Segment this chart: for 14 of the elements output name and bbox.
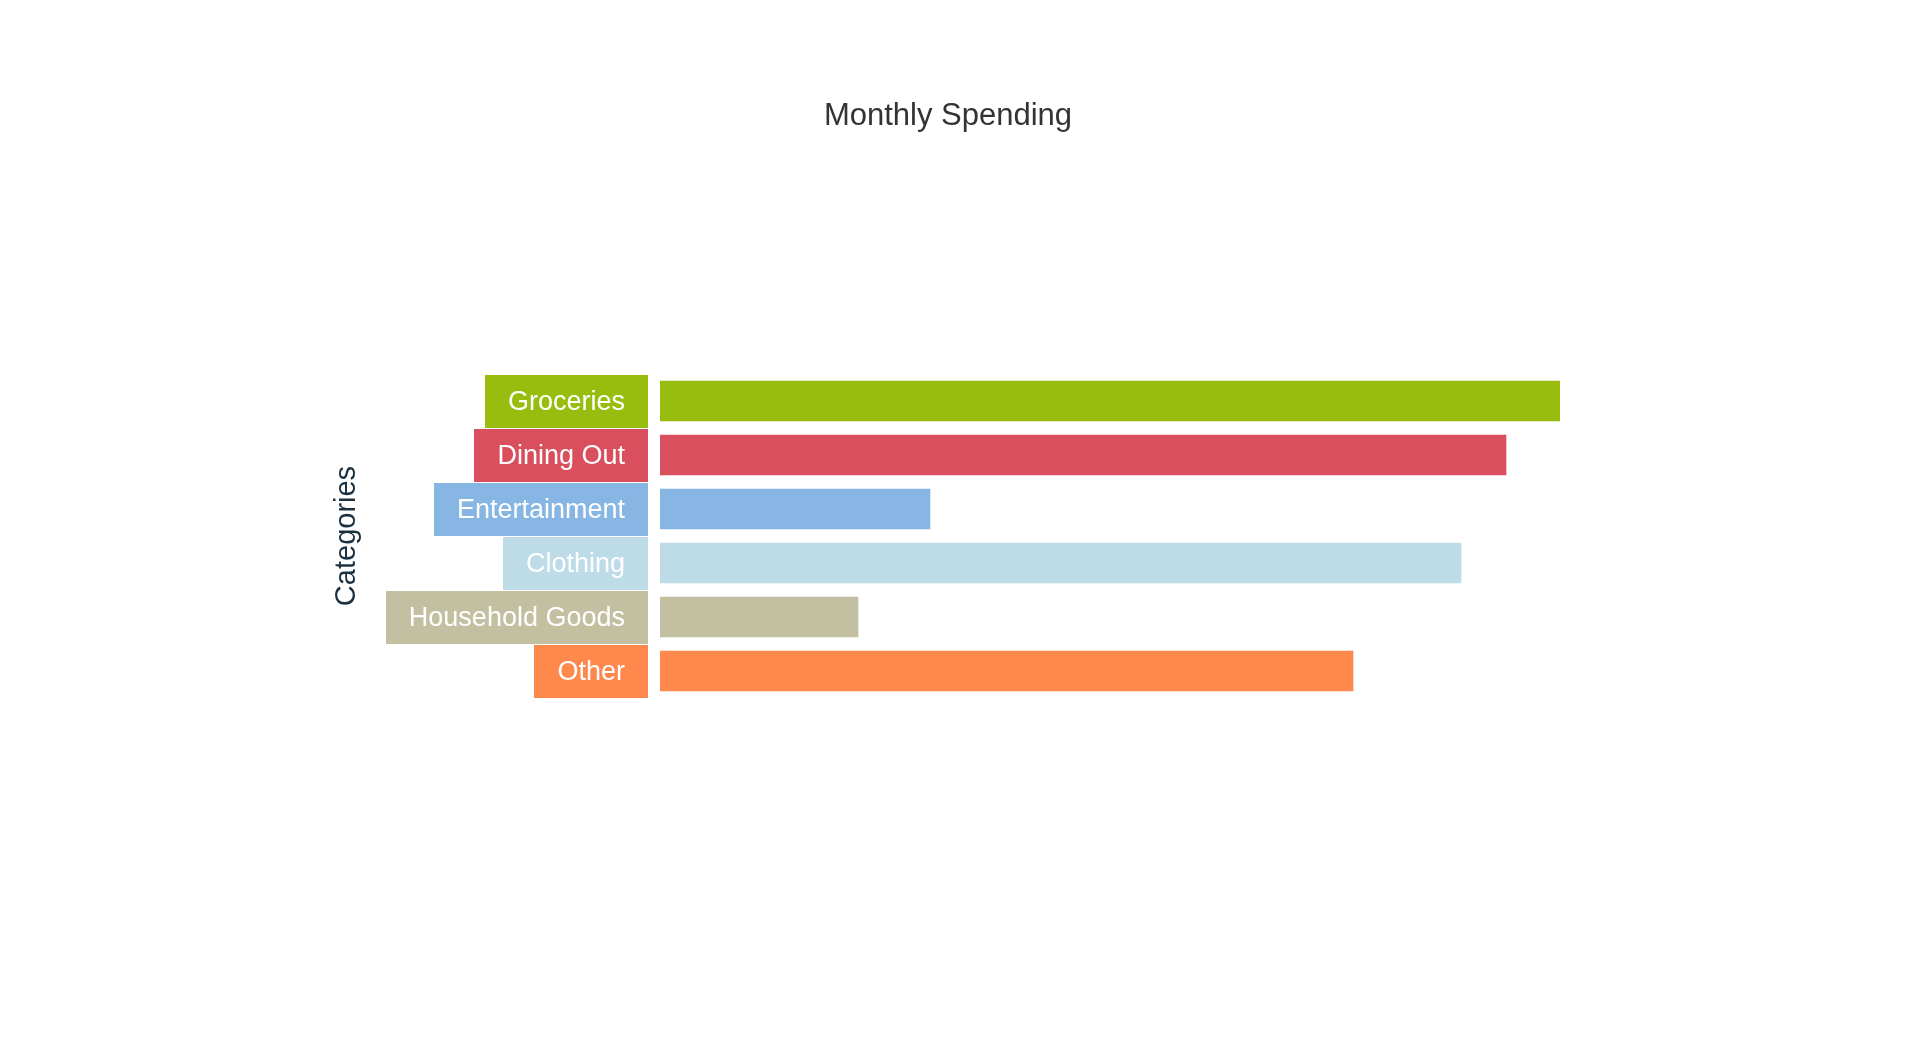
y-axis-title: Categories xyxy=(328,465,361,607)
bar xyxy=(660,380,1560,422)
y-tick-label: Entertainment xyxy=(433,482,648,536)
bar xyxy=(660,488,931,530)
bar xyxy=(660,434,1507,476)
y-tick-label: Dining Out xyxy=(474,428,648,482)
y-tick-label: Other xyxy=(534,644,648,698)
chart-title: Monthly Spending xyxy=(823,97,1073,132)
bar xyxy=(660,542,1462,584)
y-tick-label: Household Goods xyxy=(385,590,648,644)
bar xyxy=(660,596,859,638)
y-tick-label: Clothing xyxy=(502,536,648,590)
bar xyxy=(660,650,1354,692)
y-tick-label: Groceries xyxy=(484,374,648,428)
